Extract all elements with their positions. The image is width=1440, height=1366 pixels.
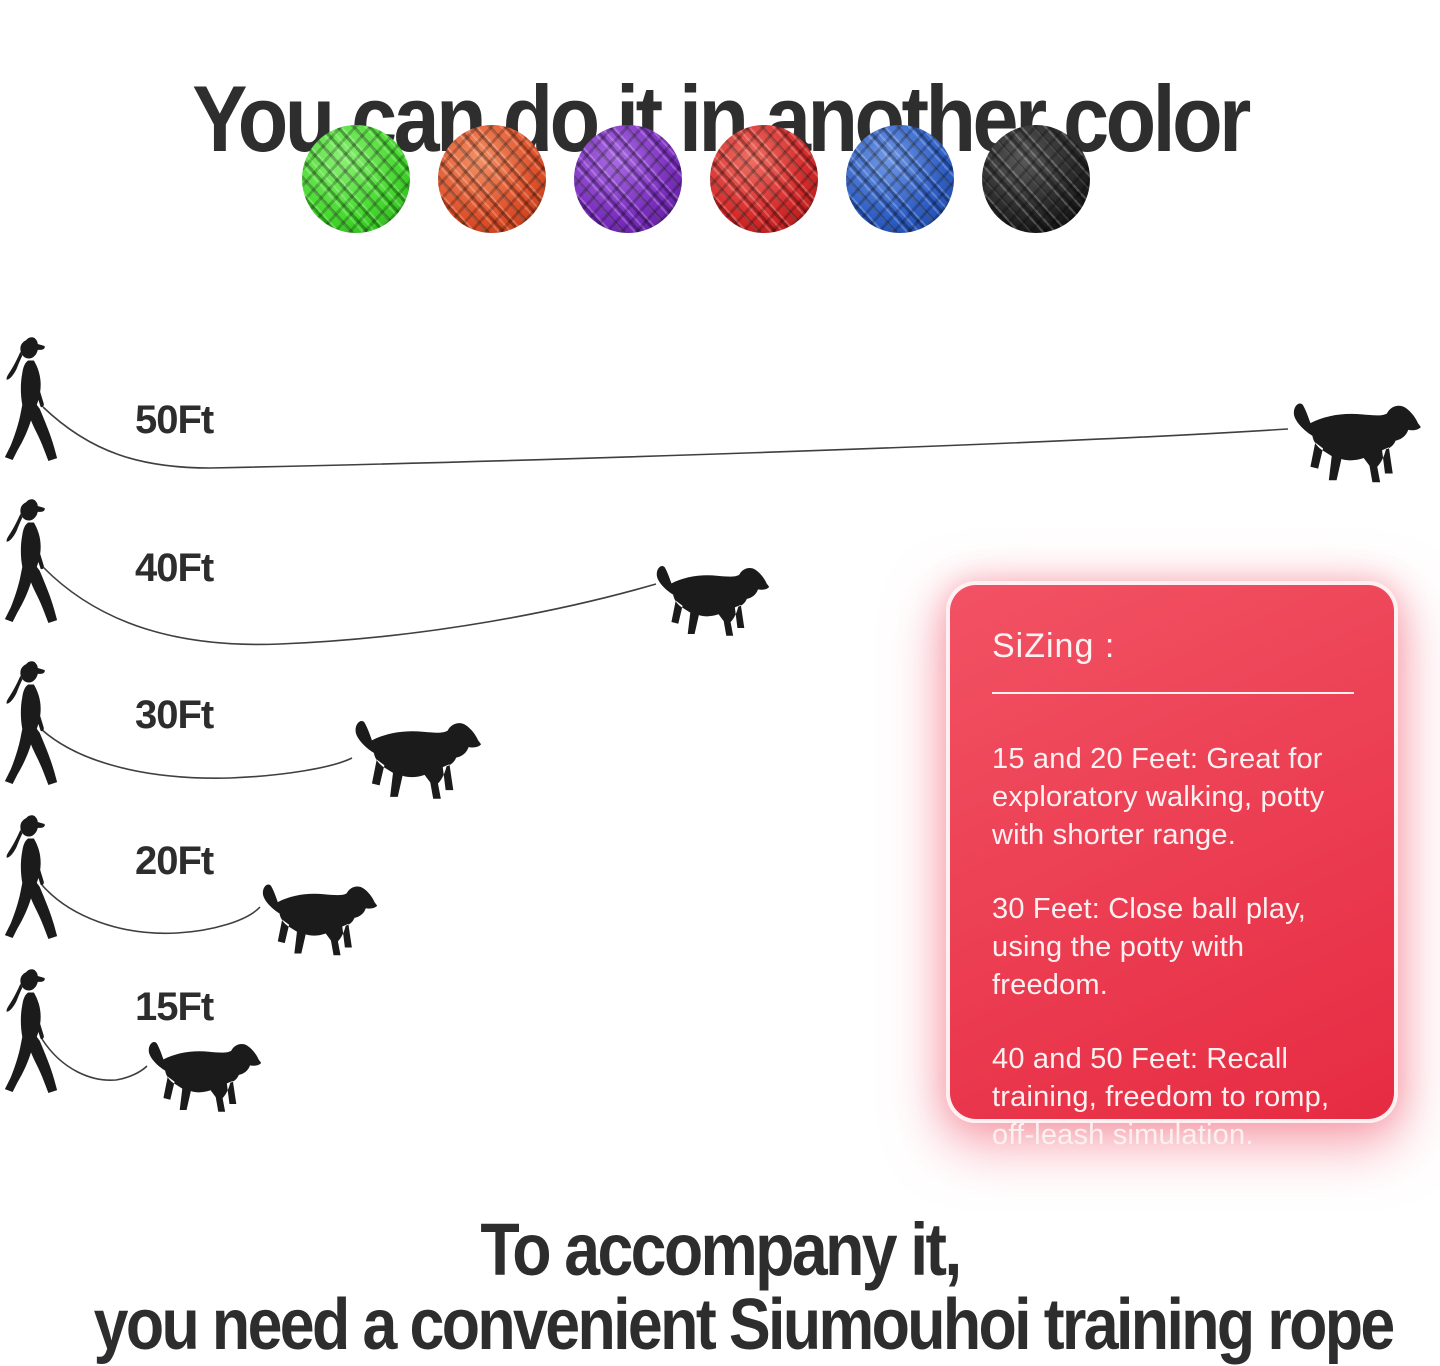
leash-line-20ft (41, 884, 261, 935)
color-swatch-orange (438, 125, 546, 233)
length-label-50ft: 50Ft (135, 398, 214, 442)
color-swatch-red (710, 125, 818, 233)
color-swatch-blue (846, 125, 954, 233)
color-swatch-black (982, 125, 1090, 233)
sizing-item-30ft: 30 Feet: Close ball play, using the pott… (992, 893, 1306, 1001)
color-swatch-green (302, 125, 410, 233)
sizing-card: SiZing : 15 and 20 Feet: Great for explo… (946, 581, 1398, 1151)
sizing-item-40-50ft: 40 and 50 Feet: Recall training, freedom… (992, 1043, 1330, 1151)
color-swatch-purple (574, 125, 682, 233)
dog-icon (256, 876, 378, 964)
dog-icon (1283, 397, 1425, 489)
walking-person-icon (2, 812, 60, 950)
dog-icon (348, 714, 482, 806)
color-swatch-row (0, 125, 1440, 233)
leash-line-50ft (42, 406, 1289, 469)
walking-person-icon (2, 658, 60, 796)
footer-line-1: To accompany it, (480, 1208, 962, 1291)
sizing-card-divider (992, 692, 1354, 694)
length-label-40ft: 40Ft (135, 546, 214, 590)
footer-line-2: you need a convenient Siumouhoi training… (93, 1285, 1396, 1365)
walking-person-icon (2, 966, 60, 1104)
dog-icon (142, 1033, 262, 1121)
length-label-30ft: 30Ft (135, 693, 214, 737)
dog-icon (650, 558, 770, 644)
walking-person-icon (2, 496, 60, 634)
walking-person-icon (2, 334, 60, 472)
sizing-item-15-20ft: 15 and 20 Feet: Great for exploratory wa… (992, 743, 1325, 851)
sizing-card-heading: SiZing : (992, 627, 1116, 665)
length-label-20ft: 20Ft (135, 839, 214, 883)
footer-tagline: To accompany it, you need a convenient S… (0, 1208, 1440, 1365)
length-label-15ft: 15Ft (135, 985, 214, 1029)
